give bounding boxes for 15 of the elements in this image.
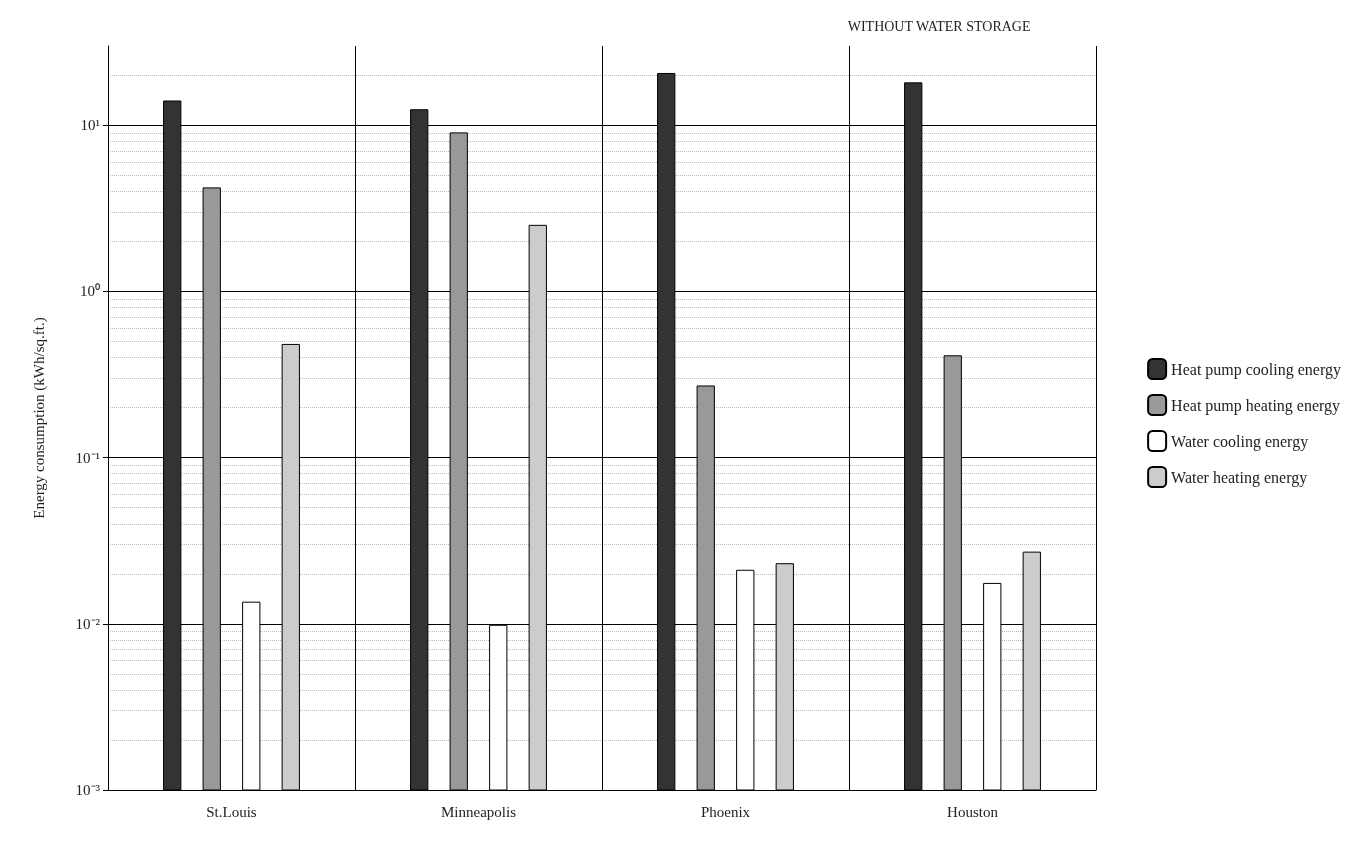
- x-tick-label: St.Louis: [206, 803, 257, 820]
- x-tick-label: Minneapolis: [441, 803, 517, 820]
- y-tick-label: 10⁻¹: [75, 449, 100, 466]
- legend-label: Water heating energy: [1171, 468, 1308, 487]
- y-axis-title: Energy consumption (kWh/sq.ft.): [30, 317, 48, 519]
- legend-label: Heat pump heating energy: [1171, 396, 1341, 415]
- legend-label: Heat pump cooling energy: [1171, 360, 1342, 379]
- x-tick-label: Houston: [947, 803, 999, 820]
- y-tick-label: 10¹: [80, 117, 100, 134]
- x-tick-label: Phoenix: [700, 803, 751, 820]
- y-tick-label: 10⁻²: [75, 615, 101, 632]
- chart-title: WITHOUT WATER STORAGE: [847, 18, 1031, 34]
- y-tick-label: 10⁰: [80, 283, 100, 300]
- y-tick-label: 10⁻³: [75, 782, 101, 798]
- legend-label: Water cooling energy: [1171, 432, 1309, 451]
